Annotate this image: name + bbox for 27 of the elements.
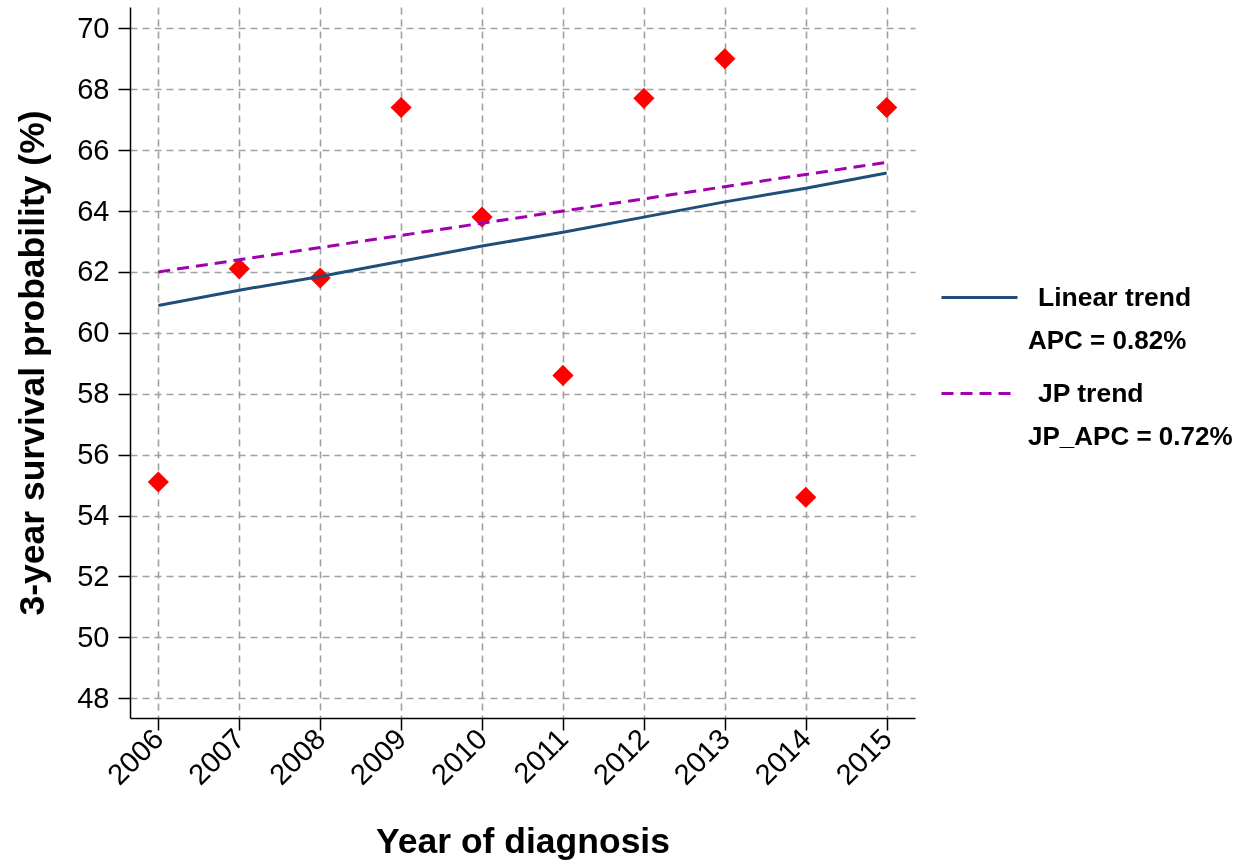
point bbox=[633, 87, 655, 109]
y-axis-title: 3-year survival probability (%) bbox=[12, 110, 53, 616]
y-tick-label: 62 bbox=[77, 255, 110, 288]
point bbox=[228, 258, 250, 280]
point bbox=[390, 96, 412, 119]
y-tick-label: 54 bbox=[77, 499, 110, 532]
point bbox=[147, 471, 169, 493]
y-tick-label: 52 bbox=[77, 559, 110, 592]
y-tick-label: 48 bbox=[77, 681, 110, 714]
y-tick-label: 50 bbox=[77, 620, 110, 653]
point bbox=[552, 364, 574, 387]
y-tick-label: 70 bbox=[77, 11, 110, 44]
text: APC = 0.82% bbox=[1028, 325, 1187, 355]
y-tick-label: 56 bbox=[77, 438, 110, 471]
point bbox=[876, 96, 898, 119]
y-tick-label: 60 bbox=[77, 316, 110, 349]
legend-label: Linear trend bbox=[1038, 281, 1192, 312]
y-tick-label: 58 bbox=[77, 377, 110, 410]
point bbox=[795, 486, 817, 508]
y-tick-label: 66 bbox=[77, 133, 110, 166]
legend-label: JP trend bbox=[1038, 377, 1144, 408]
line-series bbox=[156, 171, 889, 307]
y-tick-label: 68 bbox=[77, 72, 110, 105]
point bbox=[714, 48, 736, 70]
y-tick-label: 64 bbox=[77, 194, 110, 227]
x-axis-title: Year of diagnosis bbox=[376, 820, 670, 861]
text: JP_APC = 0.72% bbox=[1028, 421, 1233, 451]
